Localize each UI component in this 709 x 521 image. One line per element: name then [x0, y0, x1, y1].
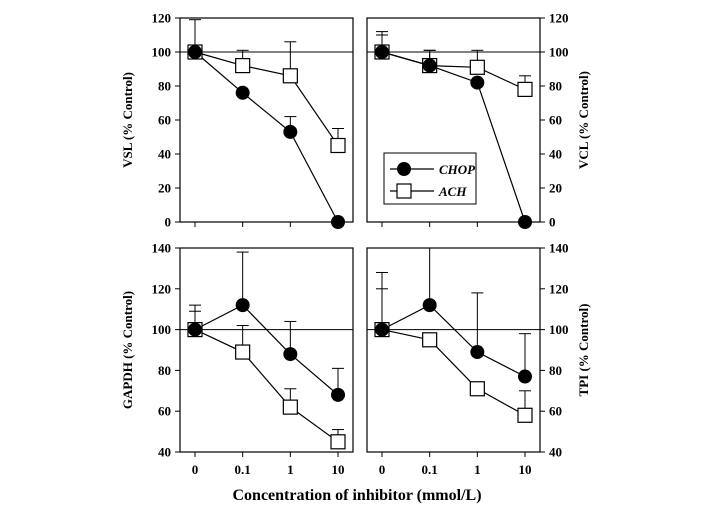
point-ach	[422, 332, 438, 348]
y-tick-label: 120	[152, 281, 172, 296]
legend-label-ach: ACH	[438, 184, 467, 199]
point-chop	[235, 298, 250, 313]
x-tick-label: 1	[474, 462, 481, 477]
series-line-ach	[194, 51, 339, 146]
x-tick-label: 1	[287, 462, 294, 477]
point-ach	[469, 381, 485, 397]
point-chop	[422, 58, 437, 73]
y-axis-label: GAPDH (% Control)	[120, 291, 135, 409]
y-axis-label: VCL (% Control)	[576, 71, 591, 169]
y-tick-label: 120	[549, 281, 569, 296]
point-chop	[283, 347, 298, 362]
y-tick-label: 100	[152, 45, 172, 60]
y-tick-label: 80	[158, 363, 171, 378]
panel-3: 40 60 80 100 120 140 GAPDH (% Control) 0 0.1 1 10	[120, 241, 354, 477]
point-chop	[188, 45, 202, 59]
series-line-ach	[194, 329, 339, 443]
y-tick-label: 80	[549, 363, 562, 378]
series-line-chop	[194, 304, 339, 396]
y-tick-label: 40	[549, 147, 562, 162]
y-tick-label: 100	[549, 322, 569, 337]
x-tick-label: 0	[379, 462, 386, 477]
legend-marker-ach	[396, 183, 412, 199]
point-chop	[470, 75, 485, 90]
series-line-ach	[381, 329, 526, 416]
point-ach	[235, 344, 251, 360]
point-ach	[235, 57, 251, 74]
point-ach	[282, 68, 298, 84]
x-tick-label: 10	[332, 462, 345, 477]
legend-label-chop: CHOP	[439, 162, 476, 177]
y-tick-label: 20	[549, 181, 562, 196]
y-tick-label: 120	[549, 11, 569, 26]
x-tick-label: 0.1	[235, 462, 251, 477]
y-tick-label: 0	[165, 215, 172, 230]
point-chop	[518, 215, 532, 229]
y-tick-label: 0	[549, 215, 556, 230]
legend-marker-chop	[397, 162, 411, 176]
point-chop	[283, 124, 298, 139]
y-tick-label: 140	[152, 241, 172, 256]
y-axis-label: VSL (% Control)	[120, 72, 135, 168]
x-axis-label: Concentration of inhibitor (mmol/L)	[232, 487, 481, 504]
legend: CHOP ACH	[383, 152, 477, 205]
y-tick-label: 60	[158, 404, 171, 419]
panel-4: 40 60 80 100 120 140 TPI (% Control) 0 0.1 1 10	[366, 241, 591, 477]
series-line-ach	[381, 51, 526, 90]
point-chop	[422, 298, 437, 313]
point-ach	[517, 407, 533, 423]
y-axis-label: TPI (% Control)	[576, 304, 591, 397]
y-tick-label: 120	[152, 11, 172, 26]
x-tick-label: 10	[519, 462, 532, 477]
plot-frame	[179, 17, 354, 223]
y-tick-label: 80	[549, 79, 562, 94]
y-tick-label: 40	[549, 445, 562, 460]
point-ach	[330, 137, 346, 154]
panel-2: 0 20 40 60 80 100 120 VCL (% Control)	[366, 11, 591, 230]
y-tick-label: 60	[158, 113, 171, 128]
y-tick-label: 140	[549, 241, 569, 256]
point-ach	[330, 434, 346, 450]
point-chop	[375, 45, 389, 59]
y-tick-label: 100	[549, 45, 569, 60]
plot-frame	[179, 247, 354, 453]
series-line-chop	[381, 304, 526, 378]
y-tick-label: 60	[549, 113, 562, 128]
y-tick-label: 40	[158, 445, 171, 460]
point-ach	[282, 399, 298, 415]
x-tick-label: 0.1	[422, 462, 438, 477]
point-chop	[470, 345, 485, 360]
point-ach	[517, 81, 533, 98]
y-tick-label: 60	[549, 404, 562, 419]
point-chop	[331, 215, 345, 229]
point-chop	[518, 369, 532, 384]
point-chop	[235, 85, 250, 100]
series-line-chop	[194, 51, 339, 223]
x-tick-label: 0	[192, 462, 199, 477]
y-tick-label: 40	[158, 147, 171, 162]
point-chop	[331, 387, 345, 402]
point-ach	[469, 59, 485, 75]
y-tick-label: 80	[158, 79, 171, 94]
panel-1: 0 20 40 60 80 100 120 VSL (% Control)	[120, 11, 354, 230]
y-tick-label: 20	[158, 181, 171, 196]
point-chop	[375, 322, 389, 337]
point-chop	[188, 322, 202, 337]
y-tick-label: 100	[152, 322, 172, 337]
plot-frame	[366, 247, 541, 453]
